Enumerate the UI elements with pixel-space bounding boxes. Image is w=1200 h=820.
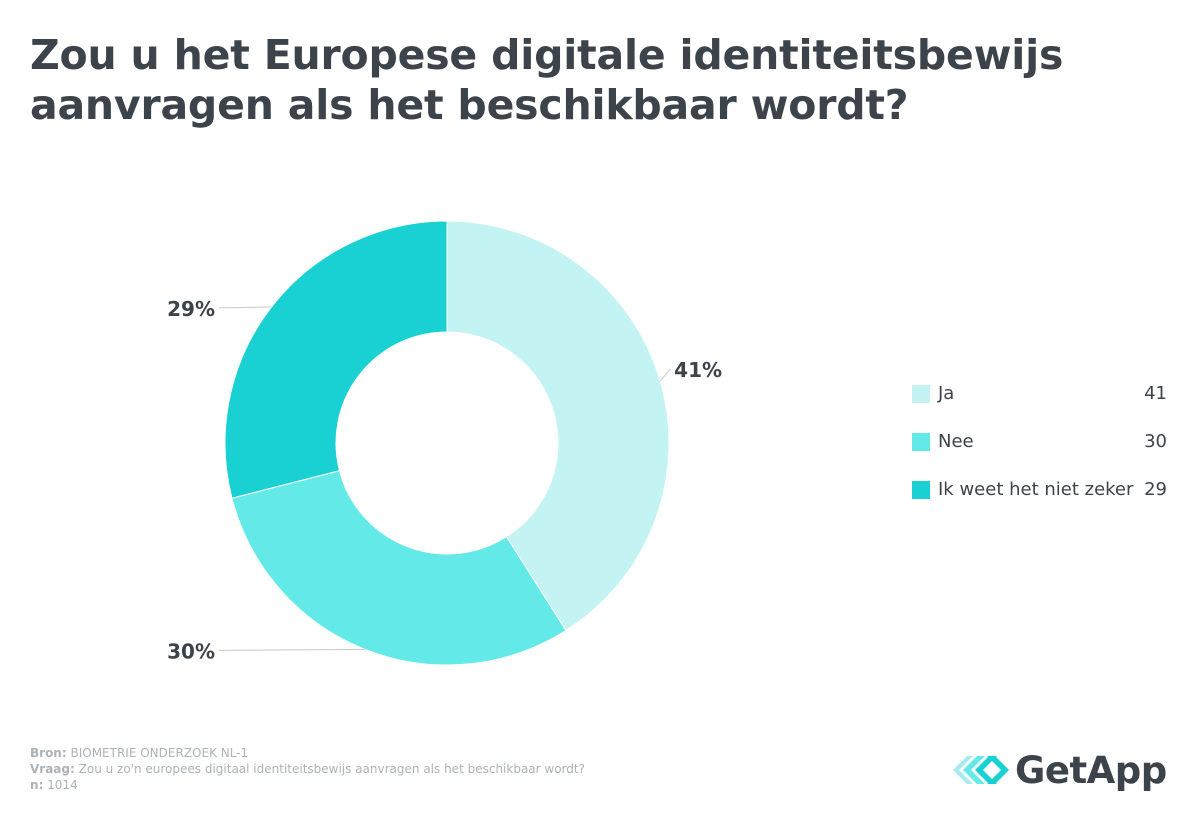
question-line: Vraag: Zou u zo'n europees digitaal iden… xyxy=(30,761,585,777)
legend-value: 29 xyxy=(1144,479,1167,500)
legend-label: Ik weet het niet zeker xyxy=(938,479,1134,500)
data-labels: 41% 30% 29% xyxy=(167,297,722,663)
legend-item-ja: Ja 41 xyxy=(912,380,1167,428)
legend-value: 30 xyxy=(1144,431,1167,452)
data-label-ja: 41% xyxy=(674,358,722,382)
n-label: n: xyxy=(30,778,44,792)
legend-swatch-weet-niet xyxy=(912,481,930,499)
legend-swatch-nee xyxy=(912,433,930,451)
getapp-chevrons-icon xyxy=(953,756,1009,784)
legend-item-nee: Nee 30 xyxy=(912,428,1167,476)
source-line: Bron: BIOMETRIE ONDERZOEK NL-1 xyxy=(30,745,585,761)
leader-line-nee xyxy=(218,648,366,651)
source-label: Bron: xyxy=(30,746,67,760)
data-label-weet-niet: 29% xyxy=(167,297,215,321)
donut-slice-ja xyxy=(446,220,670,632)
legend-value: 41 xyxy=(1144,383,1167,404)
chart-footer: Bron: BIOMETRIE ONDERZOEK NL-1 Vraag: Zo… xyxy=(30,745,585,793)
sample-size-line: n: 1014 xyxy=(30,777,585,793)
legend: Ja 41 Nee 30 Ik weet het niet zeker 29 xyxy=(912,380,1167,524)
chart-title: Zou u het Europese digitale identiteitsb… xyxy=(30,31,1064,129)
leader-line-ja xyxy=(659,368,671,382)
donut-slices xyxy=(224,220,670,666)
legend-label: Ja xyxy=(938,383,955,404)
donut-slice-nee xyxy=(231,469,567,666)
question-label: Vraag: xyxy=(30,762,75,776)
question-value: Zou u zo'n europees digitaal identiteits… xyxy=(78,762,585,776)
legend-swatch-ja xyxy=(912,385,930,403)
leader-line-weet-niet xyxy=(218,306,272,309)
logo-text: GetApp xyxy=(1015,748,1167,792)
donut-slice-weet-niet xyxy=(224,220,448,499)
legend-label: Nee xyxy=(938,431,974,452)
source-value: BIOMETRIE ONDERZOEK NL-1 xyxy=(70,746,249,760)
data-label-nee: 30% xyxy=(167,639,215,663)
n-value: 1014 xyxy=(47,778,78,792)
getapp-logo: GetApp xyxy=(953,745,1167,795)
legend-item-weet-niet: Ik weet het niet zeker 29 xyxy=(912,476,1167,524)
leader-lines xyxy=(218,306,671,651)
